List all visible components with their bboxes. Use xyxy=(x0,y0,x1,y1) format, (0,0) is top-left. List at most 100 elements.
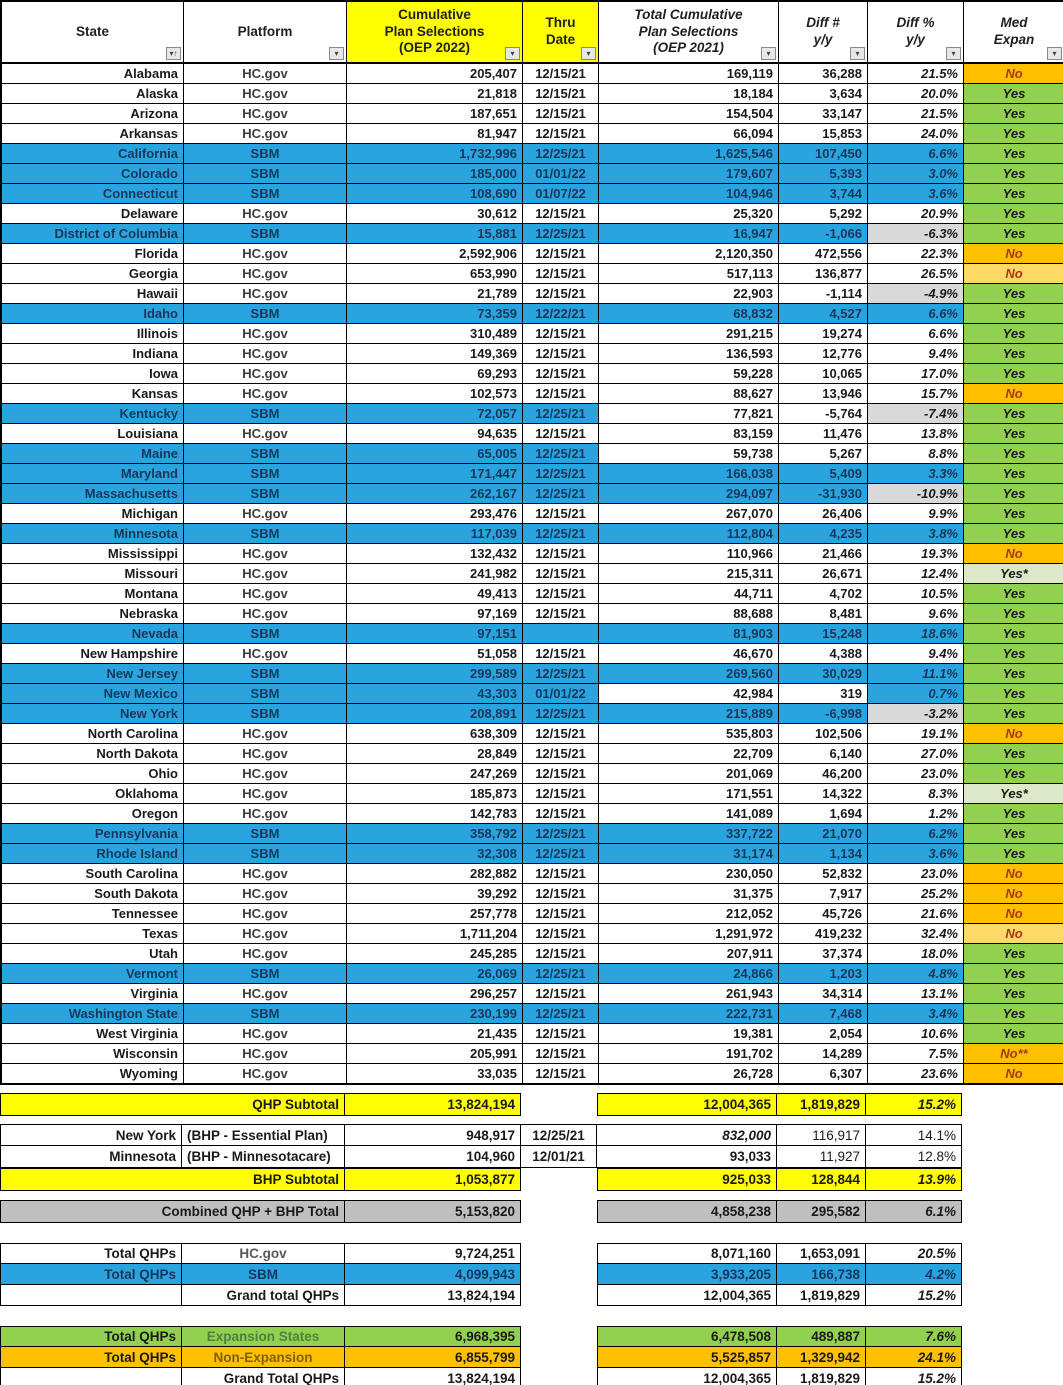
cell-diff-num[interactable]: 4,527 xyxy=(779,304,868,324)
cell-state[interactable]: Iowa xyxy=(2,364,184,384)
cell-platform[interactable]: HC.gov xyxy=(184,244,347,264)
cell-oep2021[interactable]: 66,094 xyxy=(599,124,779,144)
cell-diff-pct[interactable]: 20.0% xyxy=(868,84,964,104)
cell-total-oep2021[interactable]: 3,933,205 xyxy=(597,1264,777,1285)
cell-oep2022[interactable]: 257,778 xyxy=(347,904,523,924)
cell-med-expan[interactable]: No xyxy=(964,384,1063,404)
cell-total-oep2022[interactable]: 6,855,799 xyxy=(345,1347,521,1368)
cell-platform[interactable]: SBM xyxy=(184,964,347,984)
cell-state[interactable]: Wyoming xyxy=(2,1064,184,1084)
cell-diff-pct[interactable]: 3.0% xyxy=(868,164,964,184)
cell-thru-date[interactable]: 12/25/21 xyxy=(523,224,599,244)
cell-total-oep2022[interactable]: 9,724,251 xyxy=(345,1243,521,1264)
cell-diff-pct[interactable]: 1.2% xyxy=(868,804,964,824)
cell-oep2021[interactable]: 291,215 xyxy=(599,324,779,344)
cell-oep2022[interactable]: 108,690 xyxy=(347,184,523,204)
bhp-subtotal-oep2021[interactable]: 925,033 xyxy=(597,1168,777,1191)
cell-diff-pct[interactable]: 18.0% xyxy=(868,944,964,964)
cell-med-expan[interactable]: No xyxy=(964,544,1063,564)
cell-oep2022[interactable]: 15,881 xyxy=(347,224,523,244)
cell-total-diff-num[interactable]: 1,653,091 xyxy=(777,1243,866,1264)
cell-state[interactable]: Maine xyxy=(2,444,184,464)
cell-thru-date[interactable]: 12/15/21 xyxy=(523,1024,599,1044)
cell-state[interactable]: South Carolina xyxy=(2,864,184,884)
cell-diff-pct[interactable]: 9.4% xyxy=(868,344,964,364)
cell-med-expan[interactable]: Yes xyxy=(964,224,1063,244)
cell-thru-date[interactable]: 12/25/21 xyxy=(523,964,599,984)
cell-platform[interactable]: SBM xyxy=(184,464,347,484)
cell-platform[interactable]: HC.gov xyxy=(184,1064,347,1084)
cell-diff-num[interactable]: -1,114 xyxy=(779,284,868,304)
cell-state[interactable]: Texas xyxy=(2,924,184,944)
qhp-subtotal-oep2021[interactable]: 12,004,365 xyxy=(597,1093,777,1116)
cell-total-oep2022[interactable]: 13,824,194 xyxy=(345,1285,521,1306)
cell-oep2021[interactable]: 215,889 xyxy=(599,704,779,724)
cell-platform[interactable]: HC.gov xyxy=(184,804,347,824)
cell-thru-date[interactable]: 12/15/21 xyxy=(523,244,599,264)
cell-med-expan[interactable]: Yes xyxy=(964,824,1063,844)
cell-diff-num[interactable]: 15,853 xyxy=(779,124,868,144)
column-header-med_expan[interactable]: Med Expan ▾ xyxy=(964,2,1063,64)
cell-oep2022[interactable]: 21,789 xyxy=(347,284,523,304)
cell-oep2022[interactable]: 39,292 xyxy=(347,884,523,904)
cell-platform[interactable]: SBM xyxy=(184,404,347,424)
cell-oep2021[interactable]: 230,050 xyxy=(599,864,779,884)
cell-diff-pct[interactable]: 9.9% xyxy=(868,504,964,524)
cell-total-oep2022[interactable]: 13,824,194 xyxy=(345,1368,521,1385)
cell-state[interactable]: Minnesota xyxy=(2,524,184,544)
cell-med-expan[interactable]: No** xyxy=(964,1044,1063,1064)
cell-bhp-oep2021[interactable]: 93,033 xyxy=(597,1146,777,1168)
cell-diff-pct[interactable]: 10.6% xyxy=(868,1024,964,1044)
cell-platform[interactable]: HC.gov xyxy=(184,604,347,624)
cell-diff-num[interactable]: 4,235 xyxy=(779,524,868,544)
cell-state[interactable]: Ohio xyxy=(2,764,184,784)
cell-oep2021[interactable]: 294,097 xyxy=(599,484,779,504)
cell-diff-pct[interactable]: 23.0% xyxy=(868,764,964,784)
cell-thru-date[interactable]: 12/15/21 xyxy=(523,104,599,124)
cell-thru-date[interactable]: 12/15/21 xyxy=(523,924,599,944)
combined-total-oep2021[interactable]: 4,858,238 xyxy=(597,1200,777,1223)
cell-diff-pct[interactable]: 19.1% xyxy=(868,724,964,744)
cell-oep2021[interactable]: 112,804 xyxy=(599,524,779,544)
cell-total-diff-num[interactable]: 1,819,829 xyxy=(777,1285,866,1306)
cell-bhp-oep2022[interactable]: 104,960 xyxy=(345,1146,521,1168)
cell-med-expan[interactable]: Yes xyxy=(964,404,1063,424)
qhp-subtotal-diff-pct[interactable]: 15.2% xyxy=(866,1093,962,1116)
cell-thru-date[interactable]: 12/15/21 xyxy=(523,904,599,924)
cell-diff-num[interactable]: -31,930 xyxy=(779,484,868,504)
filter-dropdown-button[interactable]: ▾ xyxy=(1047,47,1062,60)
cell-platform[interactable]: SBM xyxy=(184,1004,347,1024)
cell-state[interactable]: District of Columbia xyxy=(2,224,184,244)
cell-total-oep2022[interactable]: 4,099,943 xyxy=(345,1264,521,1285)
column-header-thru_date[interactable]: Thru Date ▾ xyxy=(523,2,599,64)
cell-oep2022[interactable]: 149,369 xyxy=(347,344,523,364)
cell-state[interactable]: North Dakota xyxy=(2,744,184,764)
cell-total-diff-pct[interactable]: 15.2% xyxy=(866,1285,962,1306)
cell-oep2022[interactable]: 358,792 xyxy=(347,824,523,844)
cell-oep2021[interactable]: 42,984 xyxy=(599,684,779,704)
combined-total-oep2022[interactable]: 5,153,820 xyxy=(345,1200,521,1223)
cell-diff-num[interactable]: 2,054 xyxy=(779,1024,868,1044)
cell-diff-pct[interactable]: 27.0% xyxy=(868,744,964,764)
cell-med-expan[interactable]: No xyxy=(964,924,1063,944)
cell-total-category[interactable]: Grand Total QHPs xyxy=(182,1368,345,1385)
cell-platform[interactable]: HC.gov xyxy=(184,944,347,964)
cell-diff-num[interactable]: 21,466 xyxy=(779,544,868,564)
cell-diff-pct[interactable]: 21.5% xyxy=(868,104,964,124)
cell-total-label[interactable]: Total QHPs xyxy=(0,1347,182,1368)
cell-oep2022[interactable]: 205,991 xyxy=(347,1044,523,1064)
cell-platform[interactable]: SBM xyxy=(184,664,347,684)
filter-dropdown-button[interactable]: ▾ xyxy=(505,47,520,60)
cell-oep2022[interactable]: 247,269 xyxy=(347,764,523,784)
combined-total-label[interactable]: Combined QHP + BHP Total xyxy=(0,1200,345,1223)
cell-platform[interactable]: SBM xyxy=(184,224,347,244)
cell-oep2022[interactable]: 73,359 xyxy=(347,304,523,324)
cell-diff-num[interactable]: 5,267 xyxy=(779,444,868,464)
cell-med-expan[interactable]: No xyxy=(964,884,1063,904)
cell-platform[interactable]: SBM xyxy=(184,164,347,184)
cell-thru-date[interactable]: 12/15/21 xyxy=(523,804,599,824)
cell-thru-date[interactable]: 12/15/21 xyxy=(523,324,599,344)
cell-oep2021[interactable]: 154,504 xyxy=(599,104,779,124)
cell-oep2021[interactable]: 18,184 xyxy=(599,84,779,104)
cell-oep2021[interactable]: 337,722 xyxy=(599,824,779,844)
